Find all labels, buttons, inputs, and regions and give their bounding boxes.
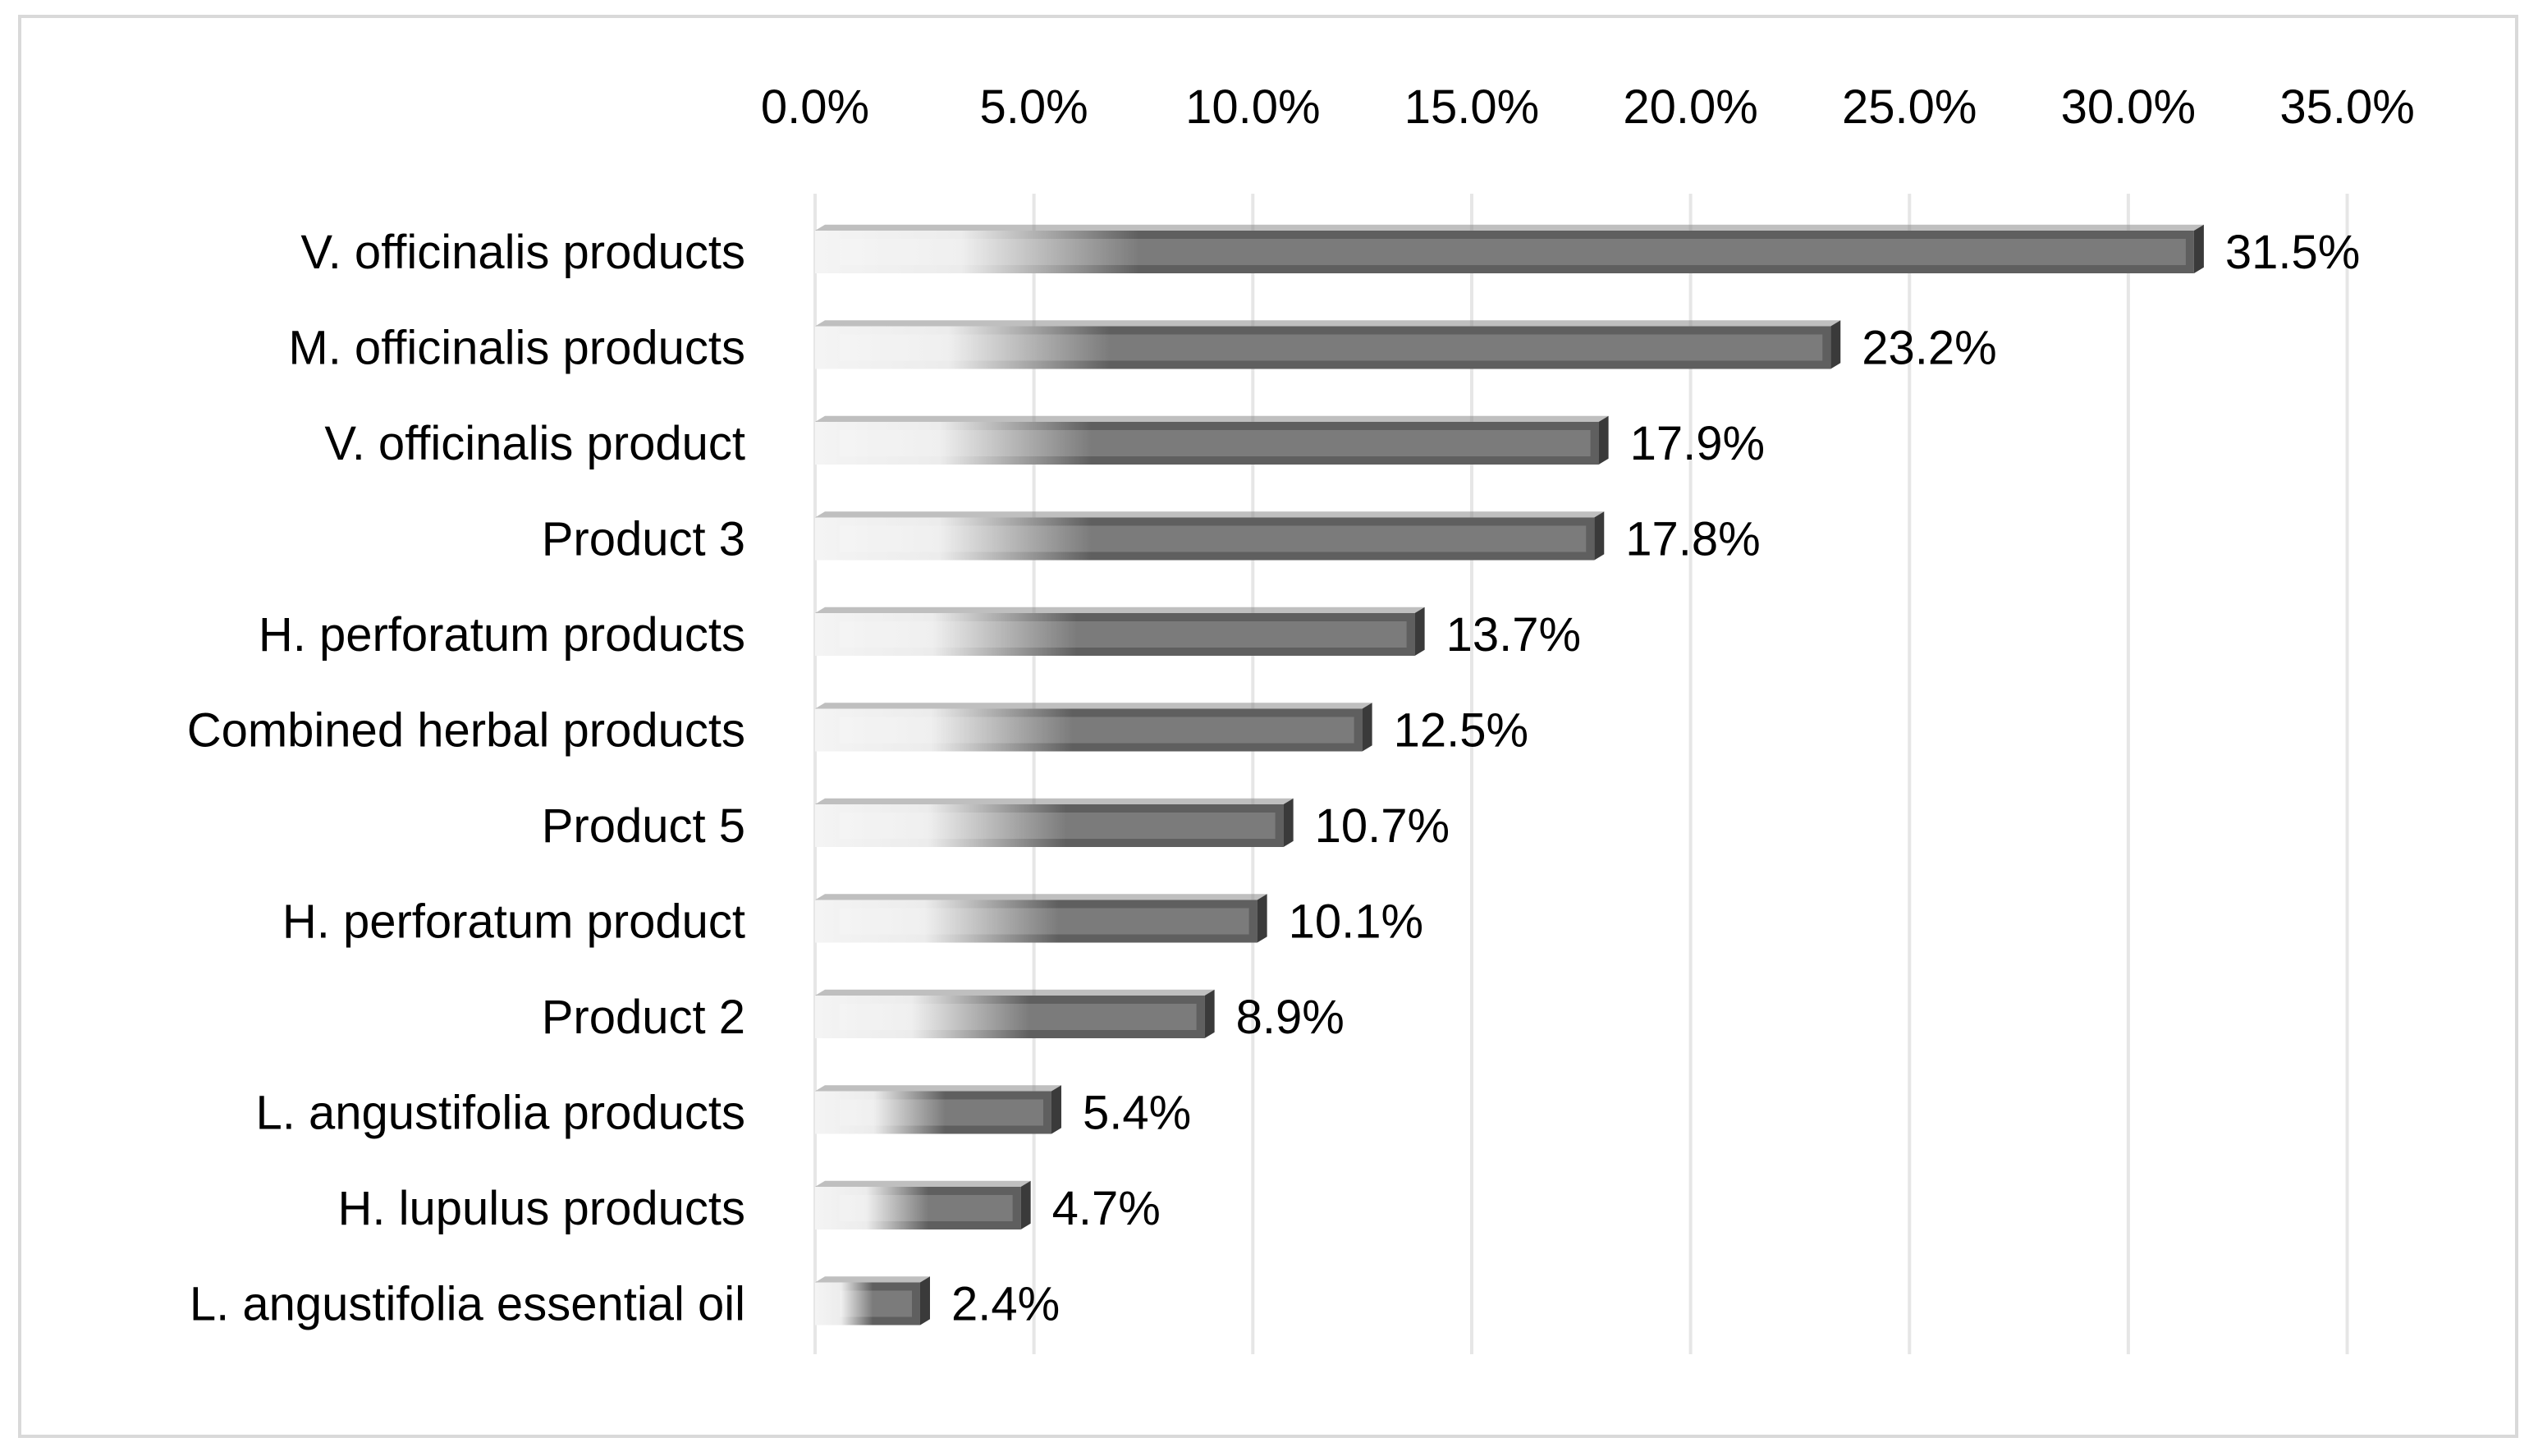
bar-side-face bbox=[1051, 1085, 1061, 1134]
x-tick-label: 5.0% bbox=[980, 80, 1088, 134]
bar-side-face bbox=[919, 1276, 930, 1326]
bar-highlight bbox=[840, 1195, 1013, 1221]
data-label: 12.5% bbox=[1394, 704, 1528, 758]
bar-front-face bbox=[815, 900, 1258, 943]
bar bbox=[815, 703, 1372, 752]
bar bbox=[815, 1085, 1061, 1134]
bar-side-face bbox=[1414, 607, 1425, 656]
x-tick-label: 25.0% bbox=[1842, 80, 1977, 134]
bar-highlight bbox=[840, 908, 1249, 935]
data-label: 2.4% bbox=[951, 1278, 1060, 1331]
bar bbox=[815, 1180, 1031, 1229]
category-labels: V. officinalis products M. officinalis pr… bbox=[187, 226, 745, 1331]
data-label: 4.7% bbox=[1052, 1182, 1161, 1235]
category-label: Product 3 bbox=[542, 513, 745, 566]
bar-front-face bbox=[815, 804, 1284, 847]
bar-top-face bbox=[815, 224, 2204, 231]
data-label: 8.9% bbox=[1236, 991, 1345, 1044]
bar-side-face bbox=[1830, 320, 1841, 369]
bar-front-face bbox=[815, 326, 1831, 369]
bar bbox=[815, 607, 1425, 656]
grid-lines bbox=[813, 194, 2349, 1354]
bar-front-face bbox=[815, 422, 1599, 465]
bar-highlight bbox=[840, 239, 2186, 265]
bar-front-face bbox=[815, 231, 2194, 273]
bar-front-face bbox=[815, 517, 1595, 561]
bars bbox=[815, 224, 2204, 1326]
bar-top-face bbox=[815, 511, 1605, 518]
bar bbox=[815, 798, 1294, 847]
data-label: 5.4% bbox=[1083, 1087, 1191, 1140]
bar-side-face bbox=[1598, 415, 1609, 465]
bar-front-face bbox=[815, 613, 1415, 656]
data-label: 10.1% bbox=[1289, 895, 1423, 949]
x-axis-ticks: 0.0% 5.0% 10.0% 15.0% 20.0% 25.0% 30.0% 35.0% bbox=[761, 80, 2415, 134]
data-label: 13.7% bbox=[1446, 608, 1581, 662]
bar-front-face bbox=[815, 1282, 920, 1326]
bar-front-face bbox=[815, 1091, 1051, 1134]
bar bbox=[815, 224, 2204, 273]
bar bbox=[815, 511, 1605, 561]
bar-highlight bbox=[840, 430, 1591, 456]
bar-side-face bbox=[1257, 894, 1267, 943]
category-label: Product 5 bbox=[542, 799, 745, 853]
bar bbox=[815, 1276, 930, 1326]
bar-top-face bbox=[815, 894, 1267, 900]
category-label: H. perforatum products bbox=[259, 608, 745, 662]
x-tick-label: 15.0% bbox=[1404, 80, 1539, 134]
bar-side-face bbox=[1594, 511, 1605, 561]
category-label: M. officinalis products bbox=[288, 322, 745, 375]
x-tick-label: 20.0% bbox=[1623, 80, 1757, 134]
category-label: Product 2 bbox=[542, 991, 745, 1044]
bar-top-face bbox=[815, 607, 1425, 613]
bar-side-face bbox=[1283, 798, 1294, 847]
bar-front-face bbox=[815, 708, 1363, 752]
bar-top-face bbox=[815, 415, 1609, 422]
bar bbox=[815, 415, 1609, 465]
category-label: L. angustifolia products bbox=[256, 1087, 745, 1140]
category-label: H. perforatum product bbox=[282, 895, 745, 949]
bar-side-face bbox=[1020, 1180, 1031, 1229]
bar bbox=[815, 894, 1267, 943]
bar bbox=[815, 989, 1215, 1038]
bar-highlight bbox=[840, 1099, 1043, 1126]
bar-top-face bbox=[815, 703, 1372, 709]
data-labels: 31.5% 23.2% 17.9% 17.8% 13.7% 12.5% 10.7% 10.1%… bbox=[951, 226, 2360, 1331]
bar-front-face bbox=[815, 996, 1205, 1038]
bar-side-face bbox=[1204, 989, 1215, 1038]
data-label: 10.7% bbox=[1315, 799, 1450, 853]
bar-top-face bbox=[815, 1180, 1031, 1187]
bar-front-face bbox=[815, 1187, 1021, 1229]
x-tick-label: 0.0% bbox=[761, 80, 869, 134]
category-label: H. lupulus products bbox=[338, 1182, 745, 1235]
bar-highlight bbox=[840, 525, 1587, 552]
bar bbox=[815, 320, 1841, 369]
bar-top-face bbox=[815, 320, 1841, 327]
bar-top-face bbox=[815, 1276, 930, 1283]
bar-top-face bbox=[815, 1085, 1061, 1092]
category-label: V. officinalis product bbox=[324, 417, 745, 470]
x-tick-label: 30.0% bbox=[2061, 80, 2196, 134]
bar-highlight bbox=[840, 1290, 912, 1317]
x-tick-label: 35.0% bbox=[2279, 80, 2414, 134]
bar-top-face bbox=[815, 989, 1215, 996]
bar-top-face bbox=[815, 798, 1294, 804]
bar-highlight bbox=[840, 334, 1823, 361]
data-label: 23.2% bbox=[1862, 322, 1996, 375]
category-label: L. angustifolia essential oil bbox=[190, 1278, 745, 1331]
bar-highlight bbox=[840, 717, 1354, 744]
data-label: 17.9% bbox=[1630, 417, 1765, 470]
x-tick-label: 10.0% bbox=[1185, 80, 1320, 134]
bar-side-face bbox=[1362, 703, 1372, 752]
bar-side-face bbox=[2193, 224, 2204, 273]
bar-highlight bbox=[840, 1004, 1197, 1030]
category-label: Combined herbal products bbox=[187, 704, 745, 758]
bar-highlight bbox=[840, 813, 1276, 839]
bar-highlight bbox=[840, 621, 1407, 648]
data-label: 31.5% bbox=[2225, 226, 2360, 279]
category-label: V. officinalis products bbox=[300, 226, 745, 279]
data-label: 17.8% bbox=[1625, 513, 1760, 566]
